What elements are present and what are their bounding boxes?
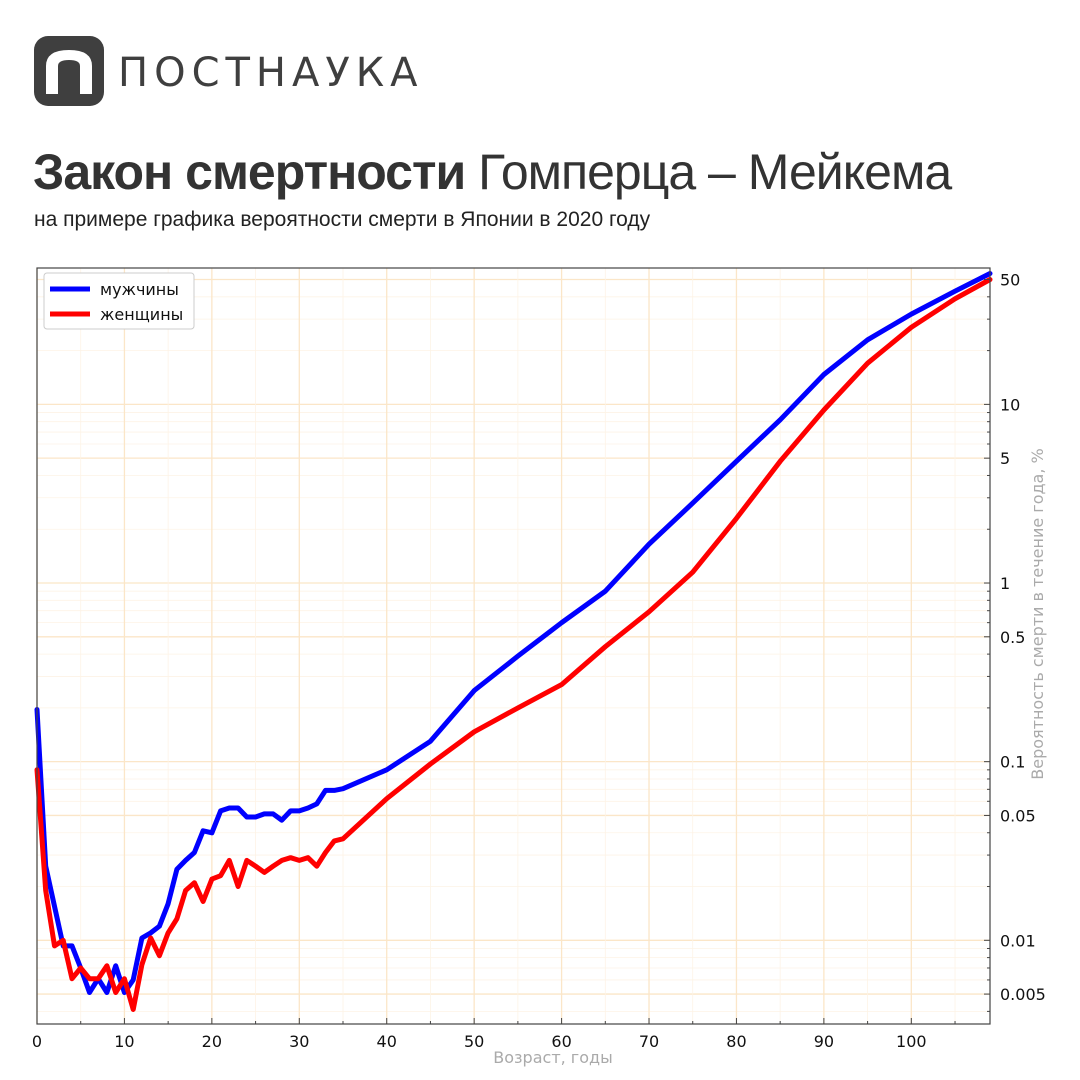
y-tick-label: 10 <box>1000 395 1020 414</box>
axis-ticks: 0 10 20 30 40 50 60 70 80 90 100 50 10 5 1 0.5 0.1 0.05 0.… <box>32 271 1046 1051</box>
x-tick-label: 30 <box>289 1032 309 1051</box>
title-regular: Гомперца – Мейкема <box>465 144 952 200</box>
y-tick-label: 0.05 <box>1000 806 1036 825</box>
x-tick-label: 10 <box>114 1032 134 1051</box>
y-tick-label: 0.005 <box>1000 985 1046 1004</box>
y-tick-label: 0.01 <box>1000 931 1036 950</box>
logo-arch-icon <box>46 50 92 94</box>
series-line-women <box>34 277 993 1012</box>
x-tick-label: 70 <box>639 1032 659 1051</box>
x-tick-label: 90 <box>814 1032 834 1051</box>
x-tick-label: 50 <box>464 1032 484 1051</box>
legend-label-men: мужчины <box>100 280 179 299</box>
legend-label-women: женщины <box>100 305 183 324</box>
y-tick-label: 5 <box>1000 449 1010 468</box>
brand-name: ПОСТНАУКА <box>118 50 424 96</box>
x-tick-label: 80 <box>726 1032 746 1051</box>
series-line-men <box>34 271 993 995</box>
y-tick-label: 50 <box>1000 271 1020 290</box>
page-subtitle: на примере графика вероятности смерти в … <box>34 208 651 231</box>
y-axis-label: Вероятность смерти в течение года, % <box>1028 448 1047 779</box>
x-tick-label: 20 <box>202 1032 222 1051</box>
x-tick-label: 0 <box>32 1032 42 1051</box>
x-tick-label: 100 <box>896 1032 927 1051</box>
x-axis-label: Возраст, годы <box>493 1048 612 1067</box>
page-title: Закон смертности Гомперца – Мейкема <box>33 143 952 201</box>
legend: мужчины женщины <box>43 272 195 330</box>
brand-logo <box>34 36 104 106</box>
plot-frame <box>36 267 991 1025</box>
y-tick-label: 0.1 <box>1000 753 1025 772</box>
series-lines <box>34 271 993 1012</box>
x-tick-label: 60 <box>551 1032 571 1051</box>
y-tick-label: 1 <box>1000 574 1010 593</box>
title-bold: Закон смертности <box>33 144 466 200</box>
y-tick-label: 0.5 <box>1000 628 1025 647</box>
grid <box>36 268 990 1024</box>
x-tick-label: 40 <box>377 1032 397 1051</box>
